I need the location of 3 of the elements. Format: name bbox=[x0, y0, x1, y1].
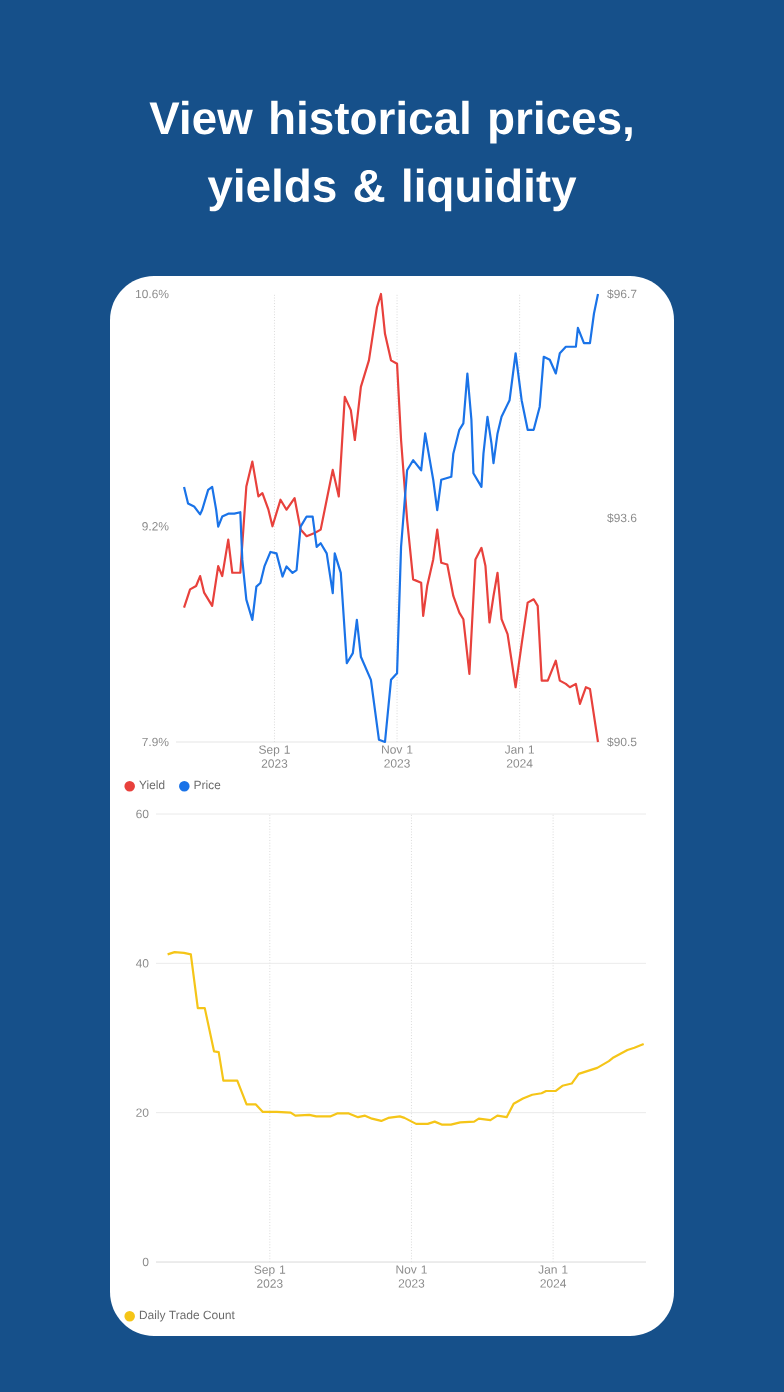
chart-title: View historical prices, yields & liquidity bbox=[149, 100, 632, 212]
line-series bbox=[182, 292, 600, 744]
line-series bbox=[166, 951, 645, 1126]
